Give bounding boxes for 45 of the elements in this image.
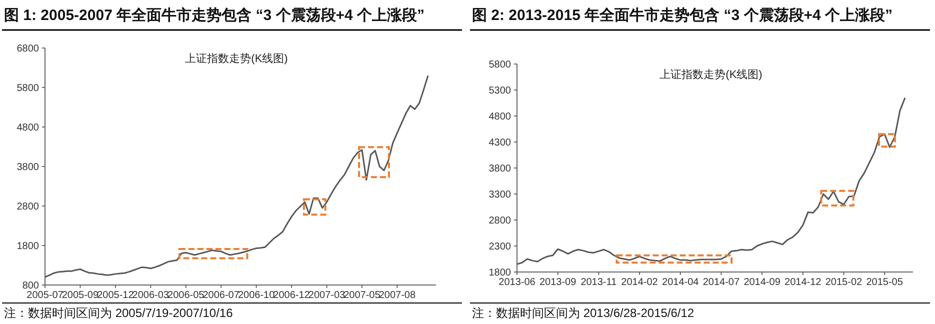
x-tick-label: 2014-12: [784, 277, 822, 288]
y-tick-label: 5300: [488, 86, 512, 96]
y-tick-label: 3800: [16, 162, 40, 173]
y-tick-label: 6800: [16, 44, 40, 54]
x-tick-label: 2014-07: [702, 277, 740, 288]
x-tick-label: 2015-02: [825, 277, 863, 288]
y-tick-label: 1800: [488, 268, 512, 278]
x-tick-label: 2006-03: [132, 290, 170, 301]
y-tick-label: 2300: [488, 242, 512, 252]
line-series: [44, 74, 429, 278]
x-tick-label: 2005-12: [97, 290, 134, 301]
x-tick-label: 2013-11: [580, 277, 618, 288]
x-tick-label: 2005-09: [62, 290, 100, 301]
chart-title: 图 1: 2005-2007 年全面牛市走势包含 “3 个震荡段+4 个上涨段”: [4, 6, 425, 24]
x-tick-label: 2014-04: [662, 277, 700, 288]
x-tick-label: 2014-09: [744, 277, 781, 288]
text: 注：数据时间区间为 2013/6/28-2015/6/12: [472, 306, 694, 320]
y-tick-label: 800: [22, 280, 40, 292]
chart-subtitle: 上证指数走势(K线图): [660, 68, 762, 81]
y-tick-label: 4800: [16, 122, 40, 134]
y-tick-label: 1800: [16, 241, 40, 252]
y-tick-label: 4800: [488, 112, 512, 122]
text: 注：数据时间区间为 2005/7/19-2007/10/16: [4, 306, 234, 320]
x-tick-label: 2006-05: [168, 290, 205, 301]
x-tick-label: 2006-07: [202, 290, 240, 301]
x-tick-label: 2015-05: [866, 277, 904, 288]
chart-subtitle: 上证指数走势(K线图): [185, 52, 288, 65]
y-tick-label: 3300: [488, 190, 512, 200]
y-tick-label: 4300: [488, 138, 512, 148]
x-tick-label: 2007-08: [378, 290, 416, 301]
x-tick-label: 2005-07: [26, 290, 64, 301]
line-series: [516, 97, 906, 265]
x-tick-label: 2013-09: [539, 277, 577, 288]
x-tick-label: 2013-06: [498, 277, 536, 288]
y-tick-label: 2800: [488, 216, 512, 226]
y-tick-label: 3800: [488, 164, 512, 174]
y-tick-label: 2800: [16, 202, 40, 212]
x-tick-label: 2014-02: [621, 277, 658, 288]
y-tick-label: 5800: [488, 60, 512, 70]
x-tick-label: 2007-05: [344, 290, 381, 301]
y-tick-label: 5800: [16, 83, 40, 94]
x-tick-label: 2006-10: [238, 290, 276, 301]
chart-title: 图 2: 2013-2015 年全面牛市走势包含 “3 个震荡段+4 个上涨段”: [472, 6, 893, 24]
x-tick-label: 2006-12: [273, 290, 310, 301]
x-tick-label: 2007-03: [308, 290, 346, 301]
